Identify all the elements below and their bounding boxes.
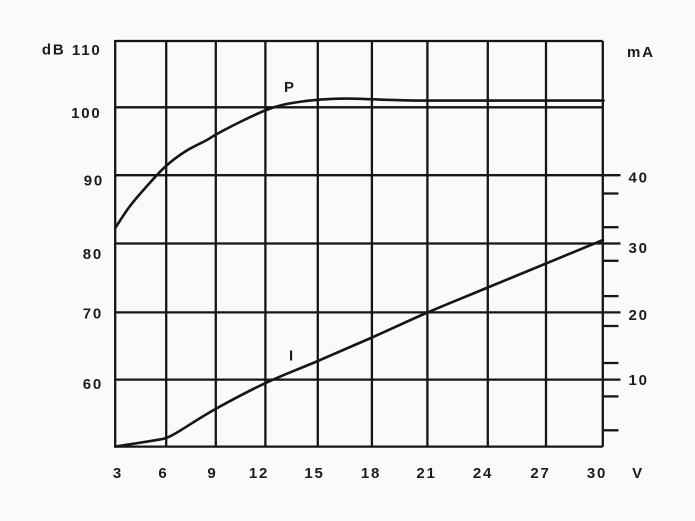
svg-text:dB: dB	[42, 42, 66, 59]
svg-text:110: 110	[72, 42, 102, 59]
svg-text:40: 40	[629, 170, 649, 187]
svg-text:100: 100	[71, 105, 101, 122]
svg-text:20: 20	[629, 307, 649, 324]
svg-text:30: 30	[587, 465, 607, 482]
svg-text:6: 6	[158, 465, 168, 482]
svg-text:I: I	[289, 348, 295, 365]
svg-text:V: V	[632, 465, 644, 482]
svg-text:80: 80	[83, 246, 103, 263]
svg-text:9: 9	[207, 465, 217, 482]
svg-text:70: 70	[83, 306, 103, 323]
svg-text:18: 18	[361, 465, 381, 482]
svg-text:27: 27	[530, 465, 550, 482]
svg-text:mA: mA	[627, 44, 655, 61]
svg-text:10: 10	[629, 372, 649, 389]
svg-text:15: 15	[304, 465, 324, 482]
svg-text:12: 12	[249, 465, 269, 482]
svg-text:P: P	[284, 79, 296, 96]
svg-text:60: 60	[83, 376, 103, 393]
svg-text:21: 21	[416, 465, 436, 482]
svg-text:24: 24	[473, 465, 493, 482]
svg-text:90: 90	[84, 173, 104, 190]
svg-text:30: 30	[629, 240, 649, 257]
svg-text:3: 3	[113, 465, 123, 482]
